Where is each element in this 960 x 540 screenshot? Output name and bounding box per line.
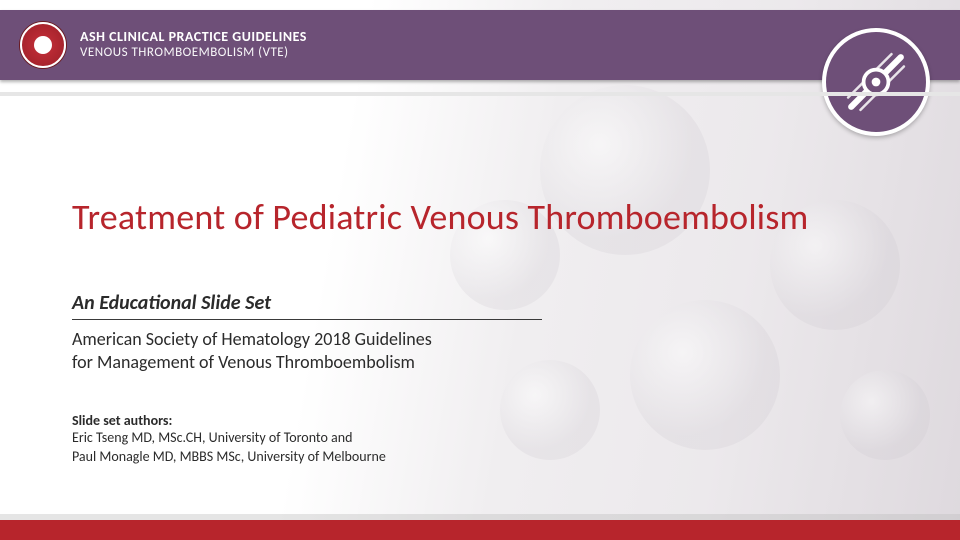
header-band: ASH CLINICAL PRACTICE GUIDELINES VENOUS … — [0, 10, 960, 80]
ash-seal-icon — [20, 22, 66, 68]
slide-subtitle: An Educational Slide Set — [72, 291, 900, 315]
guideline-source: American Society of Hematology 2018 Guid… — [72, 328, 542, 374]
header-divider — [0, 92, 960, 96]
vte-medallion-icon — [822, 28, 930, 136]
author-line1: Eric Tseng MD, MSc.CH, University of Tor… — [72, 429, 352, 446]
slide-title: Treatment of Pediatric Venous Thromboemb… — [72, 195, 900, 239]
subtitle-divider — [72, 319, 542, 320]
authors-list: Eric Tseng MD, MSc.CH, University of Tor… — [72, 429, 900, 467]
source-line2: for Management of Venous Thromboembolism — [72, 351, 415, 373]
clot-icon — [845, 51, 907, 113]
header-title: ASH CLINICAL PRACTICE GUIDELINES — [80, 29, 307, 45]
source-line1: American Society of Hematology 2018 Guid… — [72, 328, 432, 350]
header-subtitle: VENOUS THROMBOEMBOLISM (VTE) — [80, 46, 307, 61]
content-area: Treatment of Pediatric Venous Thromboemb… — [72, 195, 900, 467]
authors-label: Slide set authors: — [72, 412, 900, 429]
slide-container: ASH CLINICAL PRACTICE GUIDELINES VENOUS … — [0, 0, 960, 540]
header-text: ASH CLINICAL PRACTICE GUIDELINES VENOUS … — [80, 29, 307, 60]
author-line2: Paul Monagle MD, MBBS MSc, University of… — [72, 448, 386, 465]
footer-red-bar — [0, 520, 960, 540]
